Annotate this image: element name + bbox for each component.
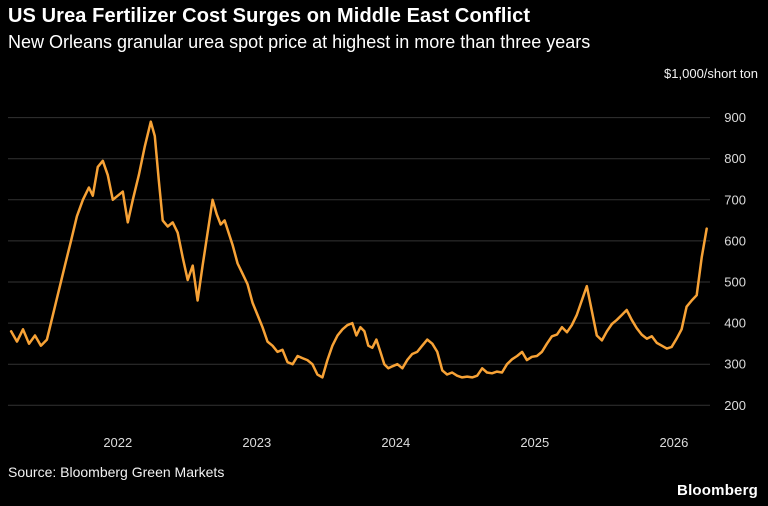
y-tick-label: 900: [724, 110, 746, 125]
x-tick-label: 2022: [103, 435, 132, 450]
price-line: [9, 120, 708, 379]
y-tick-label: 800: [724, 151, 746, 166]
source-label: Source: Bloomberg Green Markets: [8, 464, 225, 480]
x-tick-label: 2025: [520, 435, 549, 450]
x-tick-label: 2023: [242, 435, 271, 450]
chart-subtitle: New Orleans granular urea spot price at …: [8, 32, 591, 52]
y-tick-label: 700: [724, 192, 746, 207]
y-tick-label: 300: [724, 357, 746, 372]
chart-title: US Urea Fertilizer Cost Surges on Middle…: [8, 5, 531, 27]
bloomberg-logo: Bloomberg: [677, 482, 758, 499]
y-tick-label: 200: [724, 398, 746, 413]
x-tick-label: 2026: [659, 435, 688, 450]
y-axis-unit-label: $1,000/short ton: [664, 66, 758, 81]
y-tick-label: 500: [724, 275, 746, 290]
y-tick-label: 600: [724, 233, 746, 248]
x-tick-label: 2024: [381, 435, 410, 450]
price-line-chart: 200 300 400 500 600 700 800 900 2022 2023 2024 2025…: [8, 110, 746, 450]
y-tick-label: 400: [724, 316, 746, 331]
